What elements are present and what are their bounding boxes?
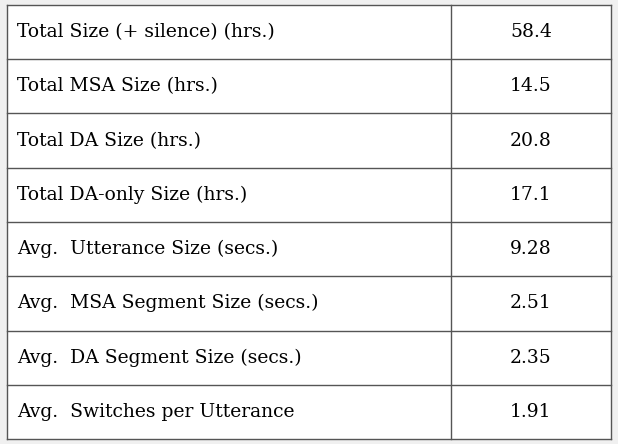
Text: Total DA Size (hrs.): Total DA Size (hrs.) <box>17 131 201 150</box>
Bar <box>7 222 611 276</box>
Text: 1.91: 1.91 <box>510 403 552 421</box>
Text: Avg.  Switches per Utterance: Avg. Switches per Utterance <box>17 403 295 421</box>
Text: Avg.  Utterance Size (secs.): Avg. Utterance Size (secs.) <box>17 240 278 258</box>
Text: Total Size (+ silence) (hrs.): Total Size (+ silence) (hrs.) <box>17 23 275 41</box>
Text: 2.35: 2.35 <box>510 349 552 367</box>
Text: 20.8: 20.8 <box>510 131 552 150</box>
Text: 14.5: 14.5 <box>510 77 552 95</box>
Bar <box>7 276 611 330</box>
Bar <box>7 385 611 439</box>
Bar <box>7 114 611 168</box>
Text: 2.51: 2.51 <box>510 294 552 313</box>
Bar <box>7 59 611 114</box>
Text: Total MSA Size (hrs.): Total MSA Size (hrs.) <box>17 77 218 95</box>
Text: Total DA-only Size (hrs.): Total DA-only Size (hrs.) <box>17 186 247 204</box>
Bar <box>7 5 611 59</box>
Bar <box>7 330 611 385</box>
Text: 17.1: 17.1 <box>510 186 552 204</box>
Text: 9.28: 9.28 <box>510 240 552 258</box>
Bar <box>7 168 611 222</box>
Text: Avg.  MSA Segment Size (secs.): Avg. MSA Segment Size (secs.) <box>17 294 318 313</box>
Text: Avg.  DA Segment Size (secs.): Avg. DA Segment Size (secs.) <box>17 349 302 367</box>
Text: 58.4: 58.4 <box>510 23 552 41</box>
